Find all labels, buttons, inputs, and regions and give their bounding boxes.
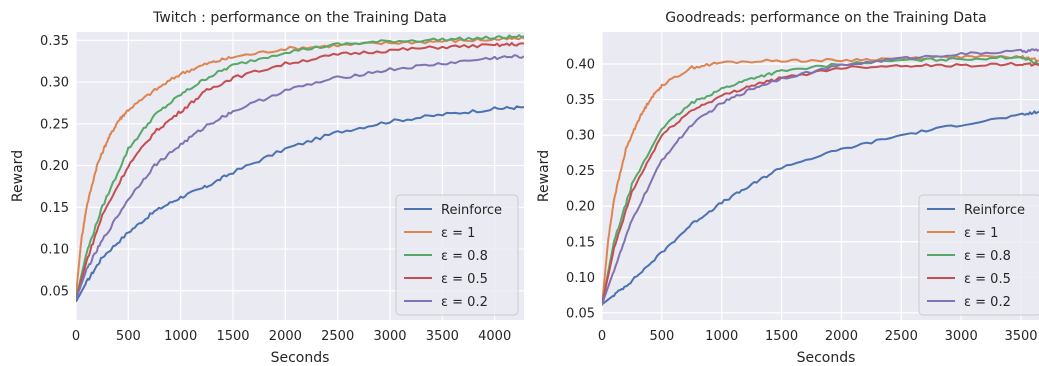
series-lines [602, 48, 1039, 306]
legend-label: ε = 0.2 [964, 295, 1011, 310]
y-tick-labels: 0.05 0.10 0.15 0.20 0.25 0.30 0.35 0.40 [566, 58, 595, 322]
series-line-0 [602, 110, 1039, 306]
y-tick-label: 0.25 [566, 164, 595, 179]
y-axis-label: Reward [536, 150, 552, 202]
x-tick-label: 1500 [216, 329, 249, 344]
x-tick-label: 1500 [765, 329, 798, 344]
y-tick-label: 0.15 [566, 235, 595, 250]
x-tick-label: 3500 [1004, 329, 1037, 344]
legend-label: ε = 0.8 [964, 249, 1011, 264]
x-tick-labels: 0 500 1000 1500 2000 2500 3000 3500 4000 [72, 329, 511, 344]
legend-label: Reinforce [441, 203, 502, 218]
y-tick-label: 0.35 [40, 34, 69, 49]
series-line-2 [76, 34, 524, 300]
y-tick-label: 0.20 [566, 200, 595, 215]
x-tick-label: 0 [598, 329, 606, 344]
x-tick-label: 3000 [373, 329, 406, 344]
x-tick-label: 3500 [426, 329, 459, 344]
x-tick-label: 2000 [269, 329, 302, 344]
x-tick-label: 2000 [825, 329, 858, 344]
legend-box [395, 194, 519, 316]
y-axis-label: Reward [10, 150, 26, 202]
series-line-3 [602, 61, 1039, 305]
series-line-3 [76, 42, 524, 300]
y-tick-label: 0.35 [566, 93, 595, 108]
legend-label: Reinforce [964, 203, 1025, 218]
legend-box [918, 194, 1039, 316]
y-tick-label: 0.20 [40, 159, 69, 174]
chart-title: Twitch : performance on the Training Dat… [152, 10, 447, 26]
series-line-0 [76, 105, 524, 303]
x-tick-labels: 0 500 1000 1500 2000 2500 3000 3500 [598, 329, 1038, 344]
y-tick-label: 0.30 [40, 76, 69, 91]
x-tick-label: 1000 [705, 329, 738, 344]
legend-label: ε = 0.5 [964, 272, 1011, 287]
y-tick-label: 0.25 [40, 117, 69, 132]
chart-goodreads: 0 500 1000 1500 2000 2500 3000 3500 0.05 0.10 0.1… [536, 10, 1039, 366]
y-tick-labels: 0.05 0.10 0.15 0.20 0.25 0.30 0.35 [40, 34, 69, 299]
x-tick-label: 500 [116, 329, 141, 344]
legend-label: ε = 0.8 [441, 249, 488, 264]
chart-twitch: 0 500 1000 1500 2000 2500 3000 3500 4000 0.05 0.1… [10, 10, 524, 366]
x-tick-label: 2500 [321, 329, 354, 344]
x-tick-label: 500 [649, 329, 674, 344]
x-axis-label: Seconds [797, 350, 856, 366]
y-tick-label: 0.15 [40, 201, 69, 216]
y-tick-label: 0.10 [566, 271, 595, 286]
legend: Reinforce ε = 1 ε = 0.8 ε = 0.5 ε = 0.2 [395, 194, 519, 316]
x-axis-label: Seconds [271, 350, 330, 366]
x-tick-label: 0 [72, 329, 80, 344]
x-tick-label: 2500 [885, 329, 918, 344]
series-lines [76, 34, 524, 303]
series-line-4 [602, 48, 1039, 305]
x-tick-label: 1000 [164, 329, 197, 344]
x-tick-label: 3000 [945, 329, 978, 344]
y-tick-label: 0.30 [566, 129, 595, 144]
y-tick-label: 0.40 [566, 58, 595, 73]
x-tick-label: 4000 [478, 329, 511, 344]
y-tick-label: 0.05 [40, 284, 69, 299]
y-tick-label: 0.05 [566, 306, 595, 321]
legend: Reinforce ε = 1 ε = 0.8 ε = 0.5 ε = 0.2 [918, 194, 1039, 316]
series-line-4 [76, 54, 524, 300]
legend-label: ε = 0.5 [441, 272, 488, 287]
legend-label: ε = 0.2 [441, 295, 488, 310]
chart-title: Goodreads: performance on the Training D… [665, 10, 986, 26]
y-tick-label: 0.10 [40, 243, 69, 258]
series-line-2 [602, 55, 1039, 305]
legend-label: ε = 1 [964, 226, 998, 241]
legend-label: ε = 1 [441, 226, 475, 241]
